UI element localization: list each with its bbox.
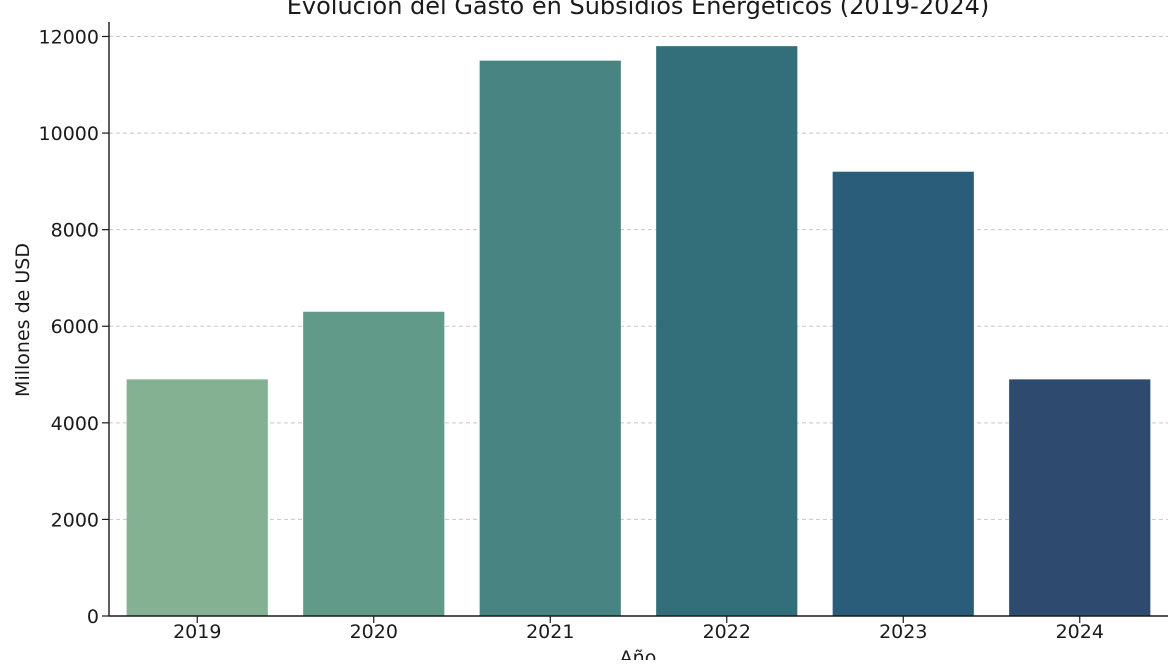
bar-2019 <box>126 379 268 616</box>
grid-lines <box>109 35 1168 520</box>
x-ticks: 2019 2020 2021 2022 2023 2024 <box>173 616 1104 643</box>
x-tick-label: 2021 <box>526 621 574 643</box>
bars <box>126 46 1151 616</box>
x-tick-label: 2024 <box>1056 621 1104 643</box>
axes <box>108 22 1168 617</box>
y-tick-label: 8000 <box>51 220 99 242</box>
bar-2020 <box>303 311 445 616</box>
y-tick-label: 10000 <box>39 123 99 145</box>
x-tick-label: 2022 <box>703 621 751 643</box>
bar-2023 <box>832 171 974 616</box>
y-tick-label: 6000 <box>51 316 99 338</box>
x-tick-label: 2019 <box>173 621 221 643</box>
bar-2024 <box>1009 379 1151 616</box>
y-tick-label: 4000 <box>51 413 99 435</box>
bar-2022 <box>656 46 798 616</box>
bar-2021 <box>479 60 621 616</box>
x-tick-label: 2023 <box>879 621 927 643</box>
y-axis-label: Millones de USD <box>12 243 34 397</box>
y-tick-label: 12000 <box>39 26 99 48</box>
x-axis-label: Año <box>620 647 657 660</box>
x-tick-label: 2020 <box>350 621 398 643</box>
y-ticks: 0 2000 4000 6000 8000 10000 12000 <box>39 26 109 628</box>
chart-title: Evolución del Gasto en Subsidios Energét… <box>287 0 990 20</box>
y-tick-label: 2000 <box>51 509 99 531</box>
y-tick-label: 0 <box>87 606 99 628</box>
